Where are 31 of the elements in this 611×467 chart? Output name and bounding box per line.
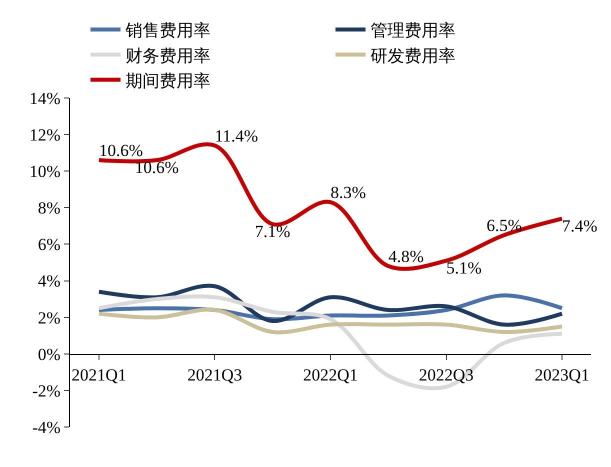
- x-tick-label: 2021Q3: [187, 365, 242, 384]
- y-tick-label: 14%: [29, 88, 61, 108]
- x-tick-label: 2022Q3: [418, 365, 474, 384]
- y-tick-label: -2%: [32, 381, 61, 400]
- line-series: [96, 308, 564, 334]
- data-label: 7.4%: [562, 216, 598, 236]
- legend-label: 财务费用率: [126, 46, 210, 66]
- y-tick-label: 6%: [38, 235, 61, 254]
- data-label: 7.1%: [254, 222, 290, 241]
- data-label: 6.5%: [486, 216, 522, 235]
- legend-label: 销售费用率: [124, 21, 210, 40]
- x-tick-label: 2021Q1: [72, 365, 126, 384]
- data-label: 5.1%: [446, 258, 482, 278]
- data-label: 11.4%: [214, 126, 258, 146]
- y-tick-label: 2%: [38, 308, 61, 328]
- y-tick-label: 0%: [38, 344, 61, 364]
- data-label: 10.6%: [98, 140, 143, 160]
- x-tick-label: 2023Q1: [534, 365, 590, 384]
- y-tick-label: 10%: [29, 162, 61, 182]
- x-tick-label: 2022Q1: [303, 365, 358, 384]
- y-tick-label: 8%: [38, 198, 61, 218]
- data-label: 10.6%: [134, 158, 179, 177]
- y-tick-label: 12%: [29, 126, 61, 145]
- legend-label: 研发费用率: [370, 46, 456, 66]
- y-tick-label: 4%: [38, 272, 61, 291]
- y-tick-label: -4%: [32, 418, 61, 437]
- legend-label: 管理费用率: [370, 21, 456, 40]
- legend-label: 期间费用率: [126, 71, 210, 90]
- line-series: [96, 284, 564, 327]
- data-label: 4.8%: [388, 246, 424, 266]
- data-label: 8.3%: [330, 182, 366, 202]
